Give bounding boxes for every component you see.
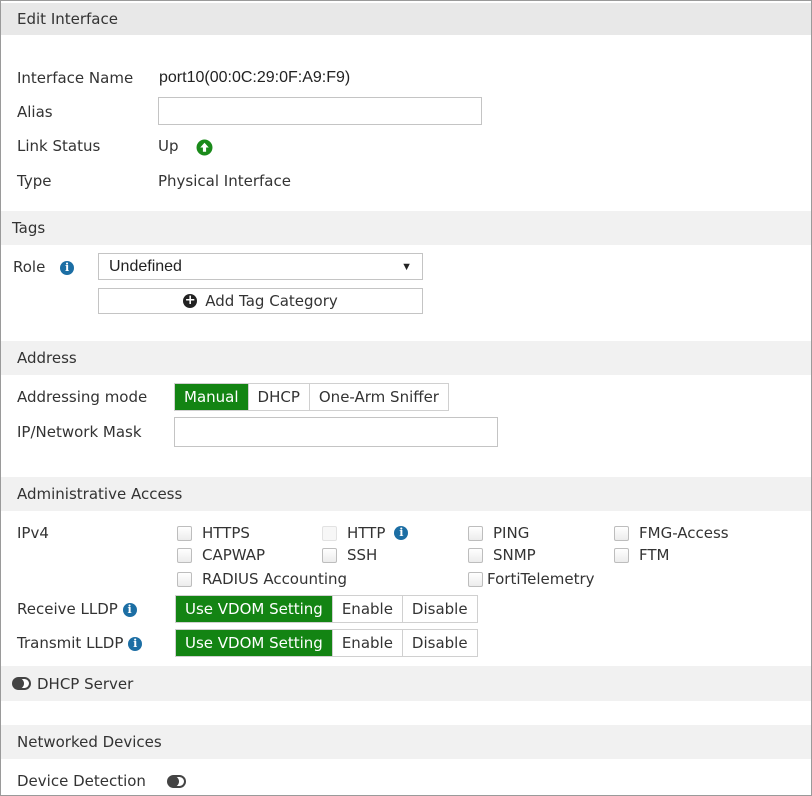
checkbox-http[interactable]: HTTP i — [322, 524, 409, 542]
info-icon[interactable]: i — [60, 260, 75, 275]
receive-lldp-toggle: Use VDOM Setting Enable Disable — [175, 595, 478, 623]
checkbox-box[interactable] — [614, 547, 629, 563]
checkbox-box[interactable] — [614, 525, 629, 541]
checkbox-label: PING — [493, 524, 530, 542]
section-dhcp-server: DHCP Server — [1, 666, 811, 701]
section-title: Address — [17, 349, 77, 367]
interface-name-value: port10(00:0C:29:0F:A9:F9) — [159, 69, 351, 86]
receive-lldp-enable-button[interactable]: Enable — [333, 596, 403, 622]
add-tag-label: Add Tag Category — [205, 292, 338, 310]
alias-input[interactable] — [158, 97, 482, 125]
role-select[interactable]: Undefined ▼ — [98, 253, 423, 280]
transmit-lldp-use-vdom-button[interactable]: Use VDOM Setting — [176, 630, 333, 656]
role-label-text: Role — [13, 258, 46, 276]
alias-label: Alias — [17, 103, 53, 121]
section-tags: Tags — [1, 211, 811, 245]
section-administrative-access: Administrative Access — [1, 477, 811, 511]
receive-lldp-text: Receive LLDP — [17, 600, 118, 618]
checkbox-label: SNMP — [493, 546, 536, 564]
checkbox-label: CAPWAP — [202, 546, 266, 564]
dhcp-server-toggle[interactable] — [12, 677, 31, 690]
checkbox-https[interactable]: HTTPS — [177, 524, 250, 542]
info-icon[interactable]: i — [394, 526, 409, 540]
role-select-value: Undefined — [109, 257, 182, 275]
device-detection-toggle[interactable] — [167, 775, 186, 788]
checkbox-box[interactable] — [177, 571, 192, 587]
transmit-lldp-disable-button[interactable]: Disable — [411, 634, 468, 652]
transmit-lldp-toggle: Use VDOM Setting Enable Disable — [175, 629, 478, 657]
ipv4-label: IPv4 — [17, 524, 49, 542]
mode-dhcp-button[interactable]: DHCP — [249, 384, 310, 410]
checkbox-box[interactable] — [177, 525, 192, 541]
ip-netmask-input[interactable] — [174, 417, 498, 447]
plus-circle-icon: + — [183, 293, 198, 308]
addressing-mode-toggle: Manual DHCP One-Arm Sniffer — [174, 383, 449, 411]
checkbox-label: FortiTelemetry — [487, 570, 595, 588]
type-label: Type — [17, 172, 52, 190]
link-status-label: Link Status — [17, 137, 101, 155]
receive-lldp-use-vdom-button[interactable]: Use VDOM Setting — [176, 596, 333, 622]
info-icon[interactable]: i — [128, 636, 143, 651]
section-title: Networked Devices — [17, 733, 162, 751]
checkbox-fmg-access[interactable]: FMG-Access — [614, 524, 729, 542]
checkbox-box[interactable] — [177, 547, 192, 563]
ip-netmask-label: IP/Network Mask — [17, 423, 142, 441]
section-title: Administrative Access — [17, 485, 183, 503]
section-networked-devices: Networked Devices — [1, 725, 811, 759]
transmit-lldp-label: Transmit LLDP i — [17, 634, 143, 652]
checkbox-label: RADIUS Accounting — [202, 570, 348, 588]
caret-down-icon: ▼ — [401, 260, 412, 273]
info-icon[interactable]: i — [122, 602, 137, 617]
interface-name-label: Interface Name — [17, 69, 134, 87]
section-address: Address — [1, 341, 811, 375]
receive-lldp-disable-button[interactable]: Disable — [411, 600, 468, 618]
section-title: Tags — [12, 219, 46, 237]
dhcp-server-label: DHCP Server — [37, 674, 134, 693]
dialog-title: Edit Interface — [17, 10, 118, 28]
checkbox-label: HTTPS — [202, 524, 250, 542]
checkbox-box[interactable] — [322, 525, 337, 541]
checkbox-ping[interactable]: PING — [468, 524, 529, 542]
arrow-up-circle-icon — [196, 139, 213, 156]
checkbox-ssh[interactable]: SSH — [322, 546, 377, 564]
checkbox-snmp[interactable]: SNMP — [468, 546, 536, 564]
type-value: Physical Interface — [158, 172, 291, 190]
checkbox-capwap[interactable]: CAPWAP — [177, 546, 265, 564]
checkbox-box[interactable] — [468, 571, 483, 587]
checkbox-box[interactable] — [468, 525, 483, 541]
checkbox-label: FTM — [639, 546, 670, 564]
checkbox-box[interactable] — [322, 547, 337, 563]
mode-manual-button[interactable]: Manual — [175, 384, 249, 410]
add-tag-category-button[interactable]: + Add Tag Category — [98, 288, 423, 314]
mode-one-arm-sniffer-button[interactable]: One-Arm Sniffer — [318, 388, 439, 406]
checkbox-fortitelemetry[interactable]: FortiTelemetry — [468, 570, 595, 588]
checkbox-label: FMG-Access — [639, 524, 729, 542]
receive-lldp-label: Receive LLDP i — [17, 600, 137, 618]
checkbox-radius-accounting[interactable]: RADIUS Accounting — [177, 570, 347, 588]
checkbox-box[interactable] — [468, 547, 483, 563]
dialog-header: Edit Interface — [1, 3, 811, 35]
addressing-mode-label: Addressing mode — [17, 388, 148, 406]
checkbox-ftm[interactable]: FTM — [614, 546, 669, 564]
link-status-value: Up — [158, 137, 179, 155]
checkbox-label: HTTP — [347, 524, 386, 542]
transmit-lldp-enable-button[interactable]: Enable — [333, 630, 403, 656]
device-detection-label: Device Detection — [17, 772, 146, 790]
checkbox-label: SSH — [347, 546, 378, 564]
role-label: Role i — [13, 258, 75, 276]
transmit-lldp-text: Transmit LLDP — [17, 634, 124, 652]
